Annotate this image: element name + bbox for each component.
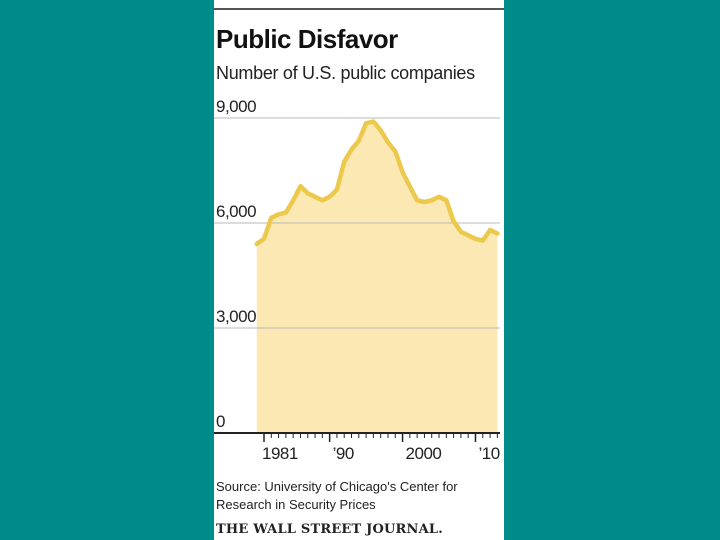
series-line [254,119,500,247]
top-rule [214,8,504,10]
y-tick-label: 3,000 [216,307,256,326]
x-tick-label: ’10 [478,444,499,463]
y-tick-label: 9,000 [216,97,256,116]
x-tick-label: 2000 [406,444,442,463]
publisher-credit: THE WALL STREET JOURNAL. [216,522,443,537]
chart-subtitle: Number of U.S. public companies [216,63,475,83]
y-tick-label: 0 [216,412,225,431]
y-tick-label: 6,000 [216,202,256,221]
chart-title: Public Disfavor [216,24,398,54]
area-fill [256,121,498,433]
source-note: Source: University of Chicago's Center f… [216,479,458,512]
area-chart: 0 3,000 6,000 9,000 1981 ’90 2000 ’10 [214,97,500,463]
chart-card: Public Disfavor Number of U.S. public co… [214,0,504,540]
x-tick-label: ’90 [333,444,354,463]
x-tick-label: 1981 [262,444,298,463]
